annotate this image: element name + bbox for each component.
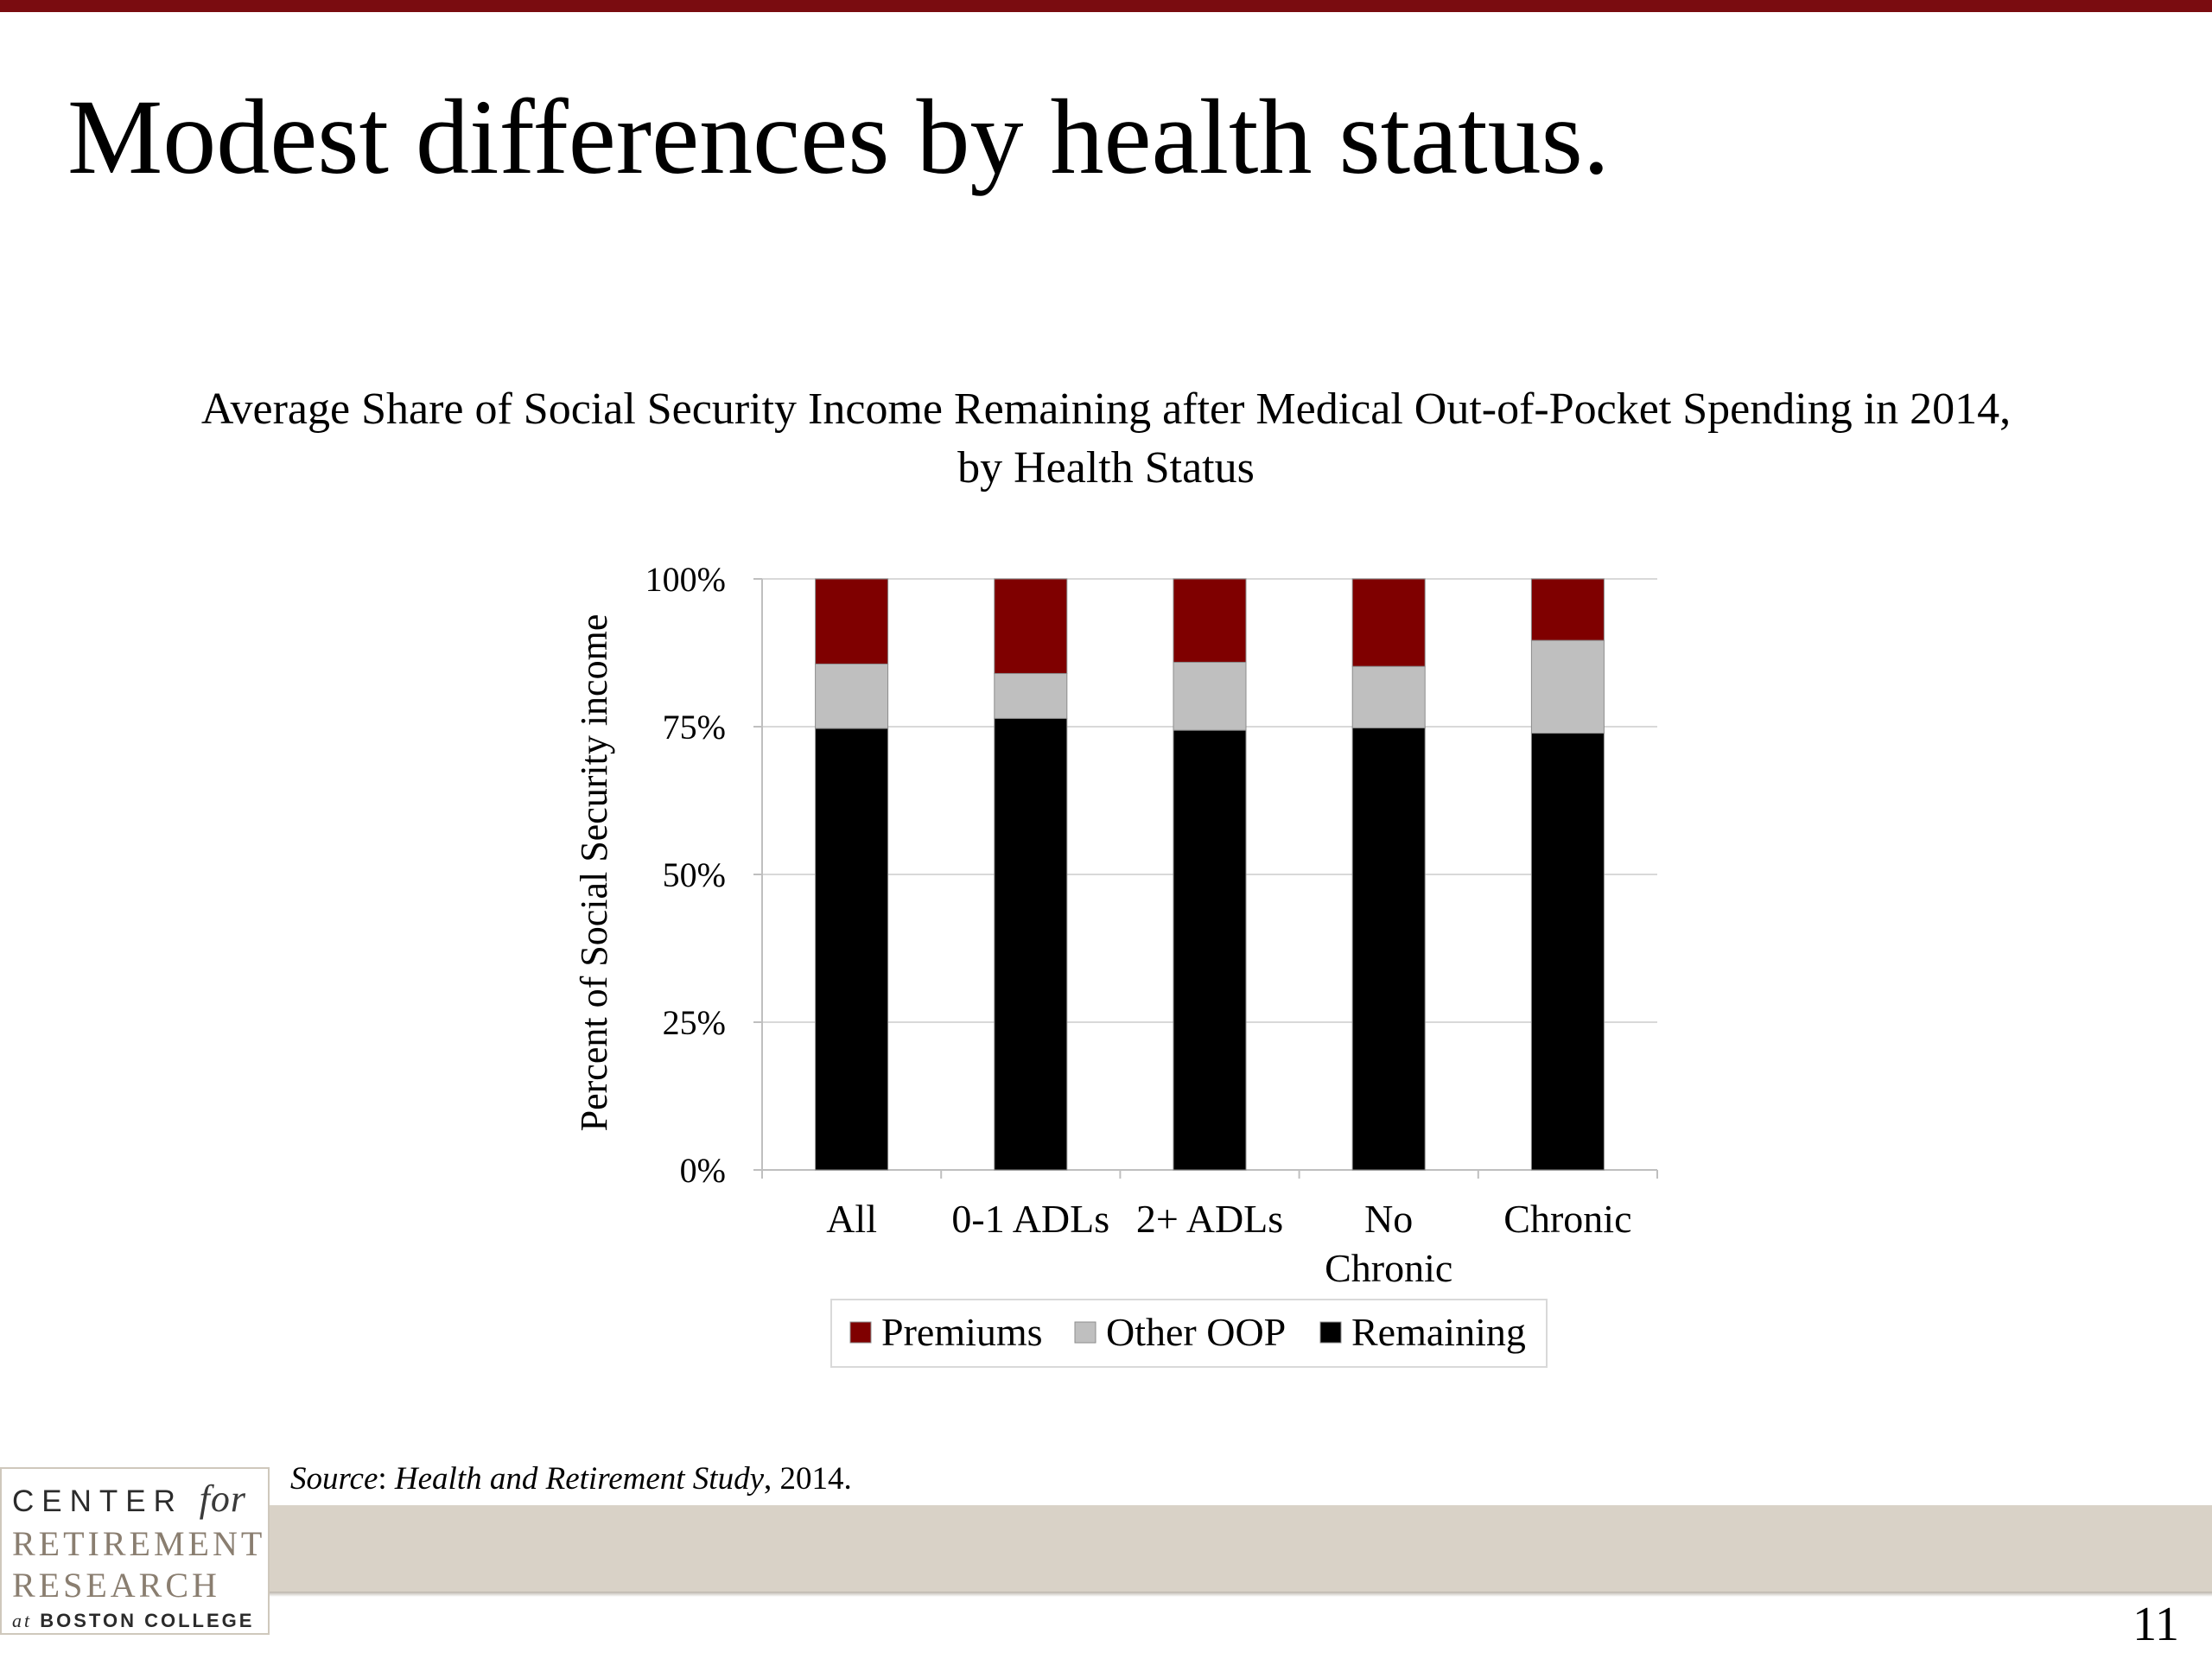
x-category-label: Chronic (1503, 1197, 1631, 1241)
x-category-label: All (826, 1197, 877, 1241)
bar-segment-premiums (1351, 578, 1426, 667)
x-category-label: 0-1 ADLs (951, 1197, 1109, 1241)
logo-line-research: RESEARCH (12, 1566, 220, 1605)
bar-segment-remaining (1351, 727, 1426, 1171)
bar-segment-remaining (815, 728, 889, 1171)
logo-for-text: for (199, 1478, 246, 1520)
bar-segment-other-oop (815, 663, 889, 729)
bar-segment-other-oop (994, 672, 1068, 719)
source-publication: Health and Retirement Study (394, 1461, 765, 1497)
source-suffix: , 2014. (764, 1461, 852, 1497)
bar-segment-other-oop (1173, 661, 1247, 731)
bar-segment-remaining (994, 717, 1068, 1171)
bar-segment-remaining (1173, 729, 1247, 1171)
y-tick-label: 100% (645, 560, 726, 599)
logo-center-text: CENTER (12, 1484, 183, 1518)
slide-title: Modest differences by health status. (67, 78, 1610, 196)
legend-label: Other OOP (1106, 1310, 1286, 1354)
bar-segment-premiums (1530, 578, 1605, 641)
y-tick-label: 0% (680, 1151, 726, 1190)
bar-segment-premiums (994, 578, 1068, 674)
legend-label: Remaining (1351, 1310, 1526, 1354)
bar-segment-remaining (1530, 733, 1605, 1171)
page-number: 11 (2133, 1598, 2179, 1651)
legend-swatch (849, 1321, 872, 1344)
logo-line-boston-college: at BOSTON COLLEGE (12, 1606, 268, 1636)
legend-swatch (1319, 1321, 1342, 1344)
legend-box (830, 1299, 1548, 1368)
y-tick-label: 25% (663, 1003, 726, 1042)
logo-at-text: at (12, 1610, 33, 1631)
chart-title: Average Share of Social Security Income … (0, 380, 2212, 498)
source-note: Source: Health and Retirement Study, 201… (290, 1461, 852, 1497)
x-category-label: Chronic (1325, 1246, 1452, 1290)
bar-segment-other-oop (1351, 665, 1426, 728)
chart-title-line1: Average Share of Social Security Income … (200, 385, 2012, 434)
logo-line-retirement: RETIREMENT (12, 1524, 266, 1563)
y-tick-label: 50% (663, 855, 726, 894)
source-label: Source (290, 1461, 378, 1497)
top-accent-bar (0, 0, 2212, 12)
bar-segment-premiums (1173, 578, 1247, 663)
crr-logo: CENTER for RETIREMENT RESEARCH at BOSTON… (0, 1467, 270, 1635)
logo-line-center: CENTER for (12, 1478, 268, 1523)
x-category-label: No (1364, 1197, 1413, 1241)
chart-subtitle: by Health Status (957, 443, 1255, 493)
y-axis-title: Percent of Social Security income (573, 614, 615, 1132)
footer-shadow (268, 1592, 2212, 1597)
legend-swatch (1074, 1321, 1096, 1344)
legend-label: Premiums (881, 1310, 1043, 1354)
bar-segment-premiums (815, 578, 889, 664)
y-tick-label: 75% (663, 708, 726, 747)
x-category-label: 2+ ADLs (1136, 1197, 1283, 1241)
logo-bc-text: BOSTON COLLEGE (40, 1610, 255, 1631)
bar-segment-other-oop (1530, 639, 1605, 734)
footer-band (268, 1505, 2212, 1592)
